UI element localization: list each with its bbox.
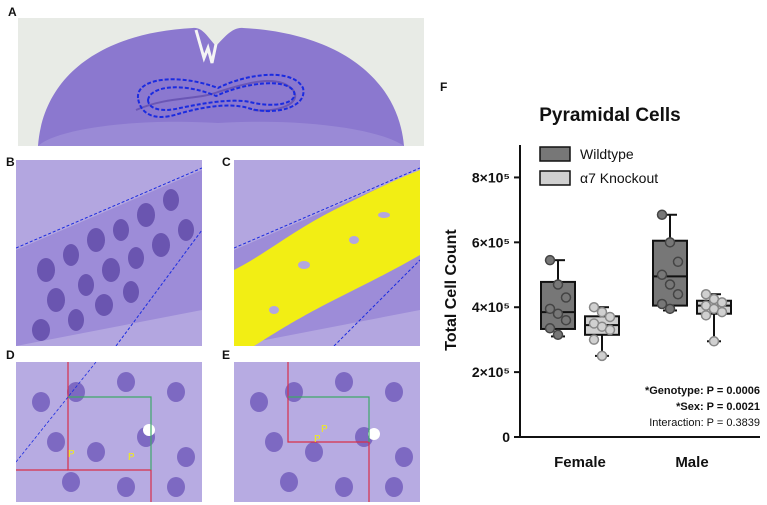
y-tick-label: 0: [502, 429, 510, 445]
data-point: [700, 310, 712, 321]
panel-label-d: D: [6, 348, 15, 362]
data-point: [596, 306, 608, 318]
data-point: [544, 323, 556, 334]
y-tick-label: 4×10⁵: [472, 299, 510, 315]
data-point: [708, 336, 720, 347]
data-point: [656, 298, 668, 310]
panel-label-f: F: [440, 80, 448, 94]
data-point: [596, 350, 608, 362]
legend-swatch-knockout: [539, 170, 571, 186]
data-point: [604, 311, 616, 323]
y-axis-label: Total Cell Count: [443, 229, 460, 351]
x-tick-label-female: Female: [554, 454, 606, 471]
panel-label-a: A: [8, 5, 17, 19]
data-point: [664, 237, 676, 248]
data-point: [544, 254, 556, 266]
y-tick-label: 6×10⁵: [472, 234, 510, 250]
micrograph-c: [234, 160, 420, 346]
legend-swatch-wildtype: [539, 146, 571, 162]
y-tick-label: 8×10⁵: [472, 169, 510, 185]
data-point: [716, 306, 728, 318]
data-point: [560, 292, 572, 303]
data-point: [664, 279, 676, 290]
x-tick-label-male: Male: [675, 454, 708, 471]
panel-label-c: C: [222, 155, 231, 169]
marker-p-3: P: [321, 424, 328, 435]
panel-label-b: B: [6, 155, 15, 169]
data-point: [588, 301, 600, 313]
data-point: [664, 303, 676, 315]
marker-p-1: P: [68, 449, 75, 460]
data-point: [560, 314, 572, 326]
y-tick-label: 2×10⁵: [472, 364, 510, 380]
chart-title: Pyramidal Cells: [539, 105, 681, 126]
pyramidal-cells-chart: Pyramidal Cells Total Cell Count 0 2×10⁵ 4…: [443, 105, 760, 471]
legend-label-knockout: α7 Knockout: [580, 170, 658, 186]
data-point: [700, 288, 712, 300]
marker-p-2: P: [128, 452, 135, 463]
micrograph-b: [16, 160, 202, 346]
data-point: [552, 279, 564, 290]
stats-annotation: *Sex: P = 0.0021: [676, 401, 760, 413]
data-point: [552, 329, 564, 341]
stats-annotation: *Genotype: P = 0.0006: [645, 385, 760, 397]
legend-label-wildtype: Wildtype: [580, 146, 634, 162]
micrograph-d: P P: [16, 362, 202, 502]
data-point: [656, 209, 668, 221]
data-point: [672, 256, 684, 268]
data-point: [672, 288, 684, 300]
brain-section-image: [18, 18, 424, 146]
data-point: [656, 269, 668, 281]
data-point: [588, 334, 600, 345]
panel-label-e: E: [222, 348, 231, 362]
data-point: [552, 308, 564, 319]
stats-annotation: Interaction: P = 0.3839: [649, 417, 760, 429]
marker-p-4: P: [314, 434, 321, 445]
data-point: [544, 303, 556, 315]
micrograph-e: P P: [234, 362, 420, 502]
data-point: [604, 324, 616, 336]
data-point: [716, 297, 728, 308]
